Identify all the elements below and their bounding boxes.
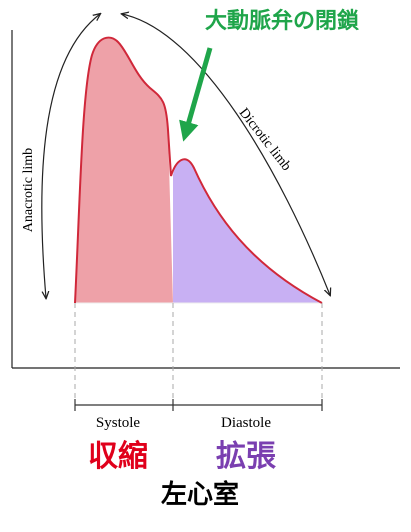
systole-area [75,37,173,303]
phase-bracket [74,399,323,411]
diastole-label: Diastole [221,415,271,431]
dicrotic-label: Dicrotic limb [236,106,294,174]
anacrotic-label: Anacrotic limb [21,148,36,232]
systole-label: Systole [96,415,141,431]
callout-arrow [179,47,213,142]
anacrotic-arrow [41,14,100,298]
dicrotic-arrow [122,14,330,295]
diastole-jp: 拡張 [216,439,276,474]
guides [74,303,323,400]
diastole-area [173,159,322,303]
title: 大動脈弁の閉鎖 [205,8,360,34]
systole-jp: 収縮 [88,439,148,474]
footer: 左心室 [161,479,239,510]
